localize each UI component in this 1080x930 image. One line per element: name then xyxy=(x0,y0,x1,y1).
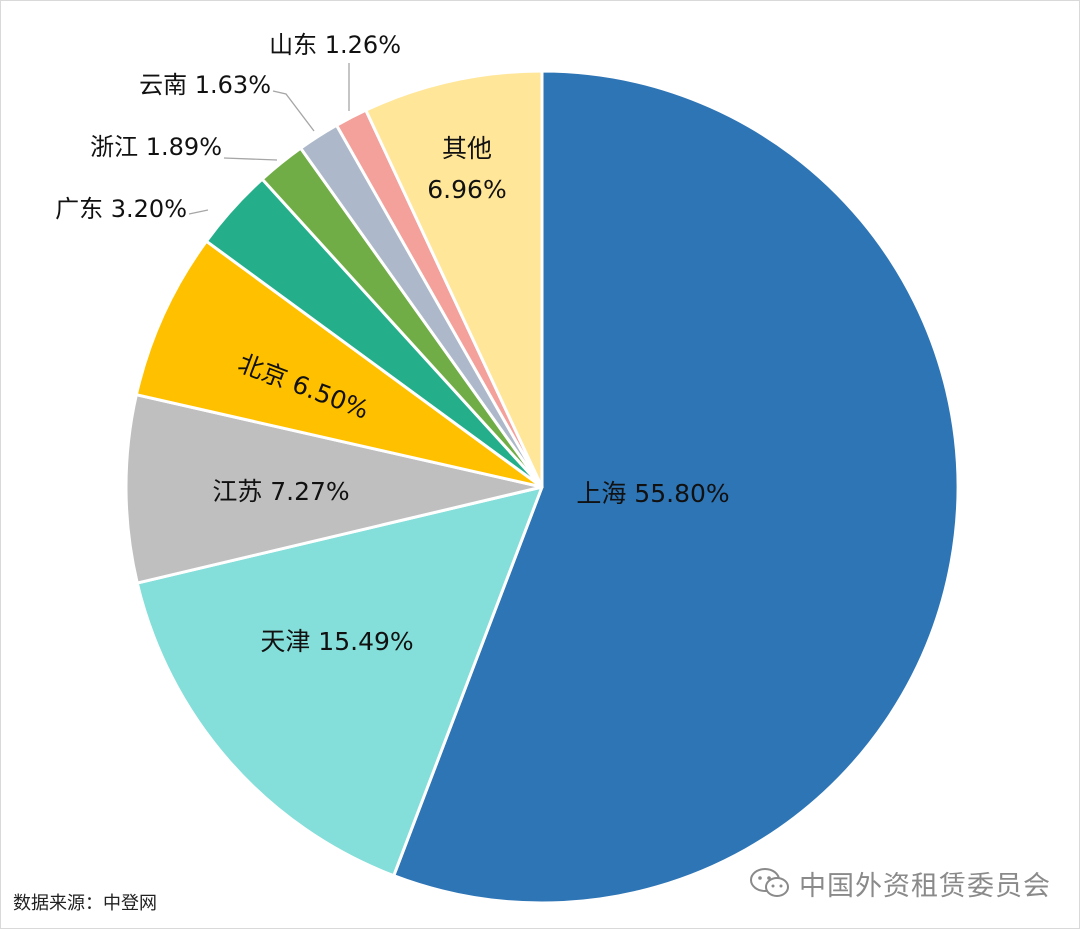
leader-line-5 xyxy=(223,157,278,161)
pie-slice-0 xyxy=(392,69,960,905)
wechat-icon xyxy=(750,868,789,897)
leader-line-4 xyxy=(188,209,209,215)
slice-label-2: 江苏 7.27% xyxy=(212,477,349,506)
pie-slice-8 xyxy=(364,69,544,489)
slice-label-8-name: 其他 xyxy=(442,134,492,163)
slice-label-0: 上海 55.80% xyxy=(576,479,729,508)
pie-slice-3 xyxy=(134,239,544,489)
pie-slice-2 xyxy=(124,393,544,585)
pie-slice-1 xyxy=(135,485,544,878)
slice-label-5: 浙江 1.89% xyxy=(90,133,222,161)
leader-line-6 xyxy=(272,90,315,132)
slice-label-7: 山东 1.26% xyxy=(269,31,401,59)
data-source-note: 数据来源：中登网 xyxy=(13,893,157,914)
slice-label-4: 广东 3.20% xyxy=(55,195,187,223)
slice-label-6: 云南 1.63% xyxy=(139,71,271,99)
watermark: 中国外资租赁委员会 xyxy=(749,863,1051,903)
watermark-text: 中国外资租赁委员会 xyxy=(799,870,1051,902)
slice-label-8-value: 6.96% xyxy=(427,175,506,204)
slice-label-1: 天津 15.49% xyxy=(260,627,413,656)
